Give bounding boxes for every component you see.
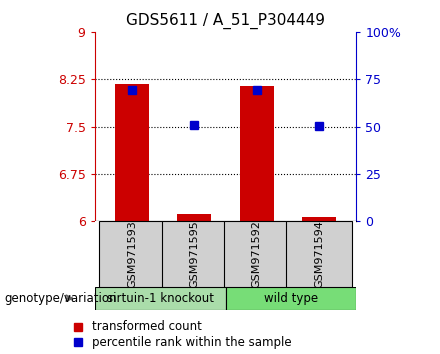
- Bar: [225, 287, 356, 310]
- Bar: [95, 287, 225, 310]
- Bar: [239, 86, 274, 221]
- Text: genotype/variation: genotype/variation: [4, 292, 117, 305]
- Bar: [286, 221, 352, 287]
- Text: percentile rank within the sample: percentile rank within the sample: [92, 336, 292, 349]
- Text: GSM971594: GSM971594: [314, 220, 324, 288]
- Text: GSM971593: GSM971593: [127, 220, 137, 288]
- Text: GSM971592: GSM971592: [252, 220, 262, 288]
- Bar: [224, 221, 290, 287]
- Text: transformed count: transformed count: [92, 320, 202, 333]
- Bar: [177, 214, 212, 221]
- Text: GSM971595: GSM971595: [189, 220, 199, 288]
- Text: wild type: wild type: [264, 292, 318, 305]
- Title: GDS5611 / A_51_P304449: GDS5611 / A_51_P304449: [126, 13, 325, 29]
- Bar: [302, 217, 336, 221]
- Bar: [99, 221, 165, 287]
- Bar: [161, 221, 227, 287]
- Text: sirtuin-1 knockout: sirtuin-1 knockout: [106, 292, 213, 305]
- Bar: [115, 84, 149, 221]
